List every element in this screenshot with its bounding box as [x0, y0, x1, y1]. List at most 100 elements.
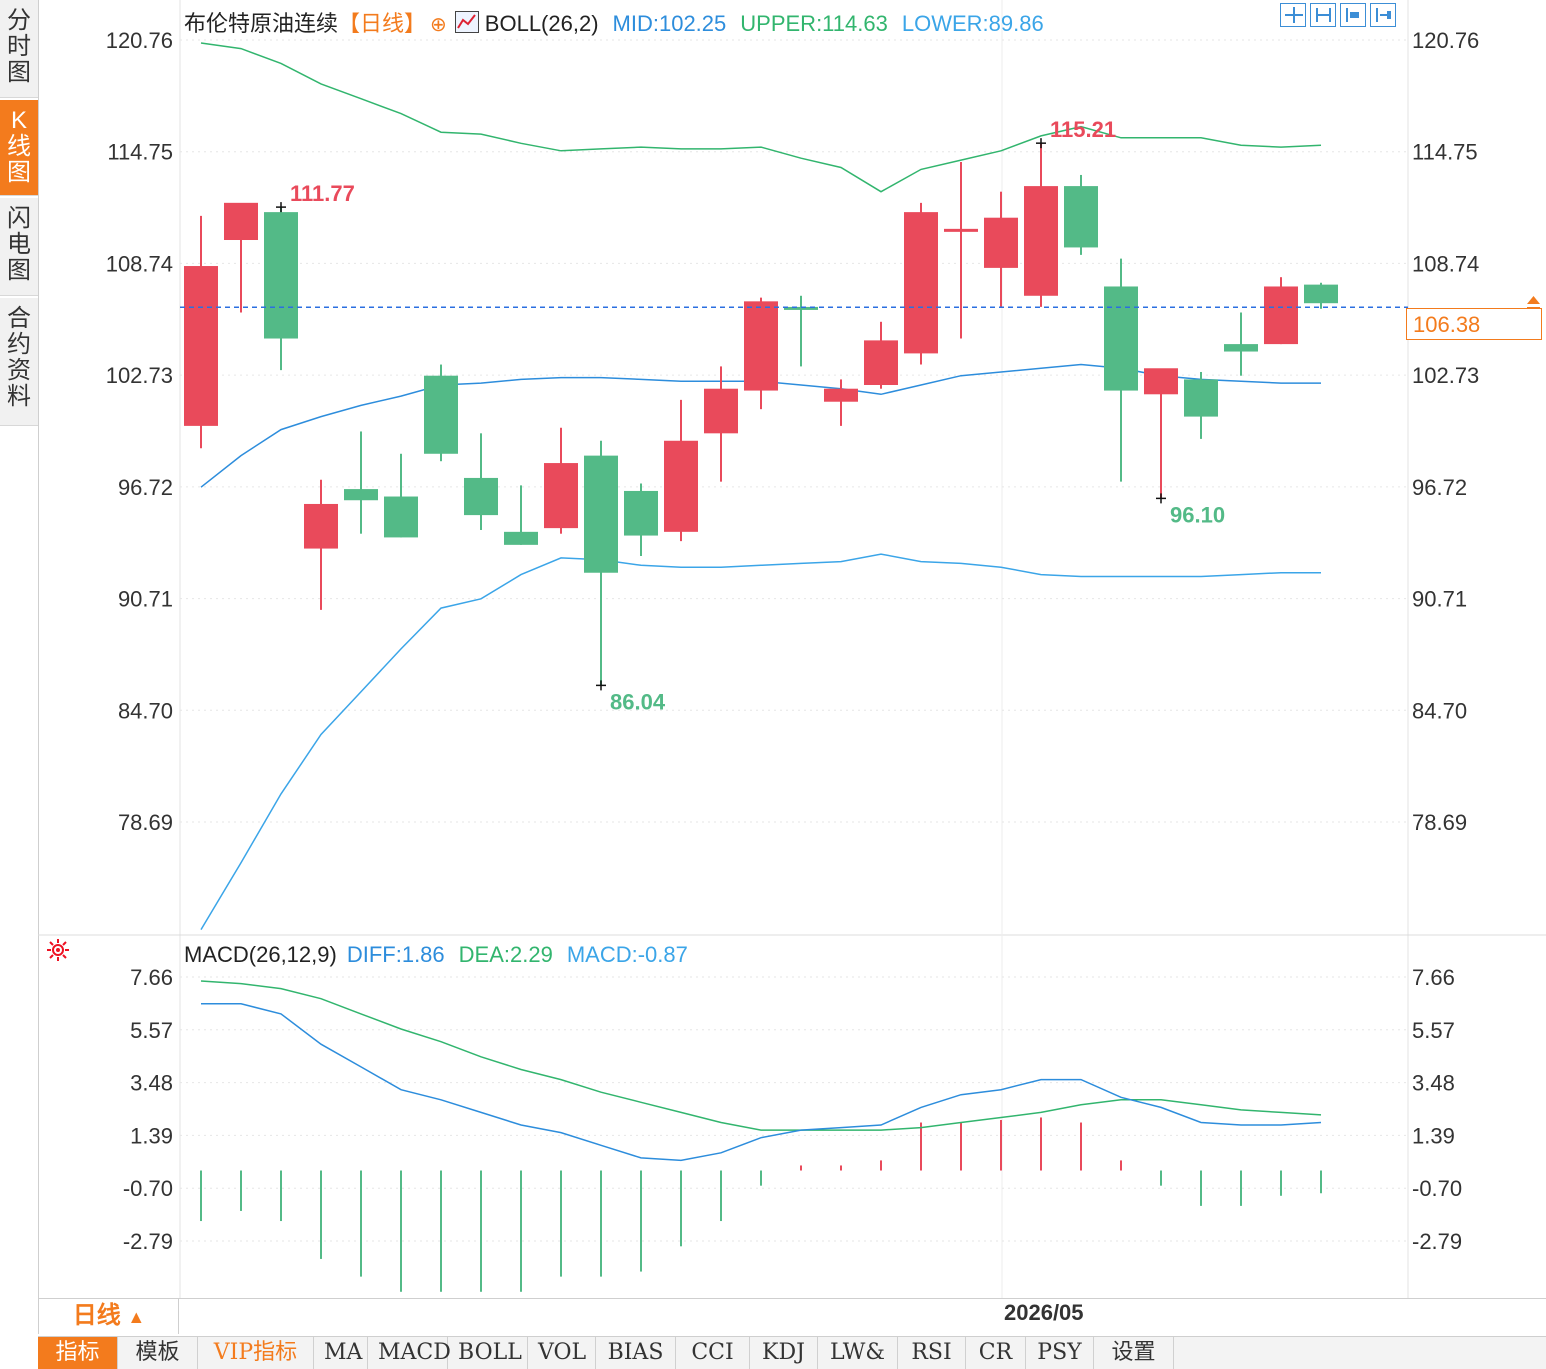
price-tick-right: 102.73: [1412, 363, 1479, 388]
price-tick-right: 84.70: [1412, 698, 1467, 723]
extreme-label: 96.10: [1170, 502, 1225, 527]
candle-body: [304, 503, 338, 549]
boll-upper-line: [200, 42, 1322, 193]
candle-body: [904, 212, 938, 354]
price-arrow-icon: [1527, 296, 1540, 304]
candle-body: [944, 228, 978, 232]
candle-body: [464, 477, 498, 516]
candle-body: [1024, 186, 1058, 296]
chart-icon[interactable]: [454, 11, 479, 33]
sidebar-tab-contract-info[interactable]: 合约资料: [0, 298, 38, 426]
toolbar-item-3[interactable]: MA: [314, 1337, 368, 1369]
macd-tick-left: -2.79: [123, 1229, 173, 1254]
toolbar-item-13[interactable]: PSY: [1026, 1337, 1094, 1369]
macd-tick-left: 3.48: [130, 1071, 173, 1096]
boll-upper: UPPER:114.63: [740, 11, 888, 36]
price-tick-right: 78.69: [1412, 810, 1467, 835]
boll-legend: 布伦特原油连续【日线】 ⊕ BOLL(26,2) MID:102.25 UPPER:11…: [184, 6, 1058, 38]
indicator-toolbar: 指标 模板 VIP指标 MA MACD BOLL VOL BIAS CCI KDJ LW& RSI CR…: [38, 1336, 1546, 1369]
toolbar-item-14[interactable]: 设置: [1094, 1337, 1174, 1369]
macd-value: MACD:-0.87: [566, 942, 688, 967]
triangle-up-icon: ▲: [127, 1307, 146, 1327]
toolbar-item-10[interactable]: LW&: [818, 1337, 898, 1369]
candle-body: [224, 202, 258, 241]
macd-tick-right: 7.66: [1412, 965, 1455, 990]
candle-body: [1144, 368, 1178, 395]
boll-mid: MID:102.25: [612, 11, 727, 36]
crosshair-icon[interactable]: [1280, 3, 1306, 27]
kline-chart[interactable]: 120.76 120.76 114.75 114.75 108.74 108.74 102.…: [0, 0, 1546, 1298]
toolbar-item-12[interactable]: CR: [966, 1337, 1026, 1369]
dea-line: [200, 980, 1322, 1131]
sun-icon[interactable]: [46, 938, 70, 962]
macd-tick-right: 3.48: [1412, 1071, 1455, 1096]
macd-tick-left: 5.57: [130, 1018, 173, 1043]
macd-tick-left: 7.66: [130, 965, 173, 990]
zoom-in-icon[interactable]: [1310, 3, 1336, 27]
chart-toolbar-icons: [1280, 3, 1396, 27]
sidebar-tab-kline[interactable]: K线图: [0, 100, 38, 196]
macd-tick-right: 1.39: [1412, 1123, 1455, 1148]
boll-name: BOLL(26,2): [484, 11, 599, 36]
period-selector[interactable]: 日线 ▲: [40, 1298, 179, 1334]
toolbar-item-0[interactable]: 指标: [38, 1337, 118, 1369]
toolbar-item-6[interactable]: VOL: [528, 1337, 596, 1369]
price-tick-left: 114.75: [107, 140, 173, 165]
macd-diff: DIFF:1.86: [346, 942, 445, 967]
price-tick-right: 96.72: [1412, 475, 1467, 500]
candle-body: [864, 340, 898, 385]
toolbar-item-8[interactable]: CCI: [676, 1337, 750, 1369]
macd-tick-right: -2.79: [1412, 1229, 1462, 1254]
candle-body: [1184, 379, 1218, 417]
toolbar-item-2[interactable]: VIP指标: [198, 1337, 314, 1369]
candle-body: [1104, 286, 1138, 391]
toolbar-item-7[interactable]: BIAS: [596, 1337, 676, 1369]
sidebar-tab-flash[interactable]: 闪电图: [0, 198, 38, 296]
candle-body: [264, 212, 298, 339]
time-axis-bar: [38, 1298, 1546, 1335]
price-tick-left: 96.72: [118, 475, 173, 500]
candle-body: [424, 375, 458, 454]
candle-body: [504, 531, 538, 545]
extreme-label: 86.04: [610, 689, 666, 714]
price-tick-left: 90.71: [118, 587, 173, 612]
toolbar-item-1[interactable]: 模板: [118, 1337, 198, 1369]
extreme-label: 111.77: [290, 181, 355, 206]
current-price-tag: 106.38: [1406, 308, 1542, 341]
toolbar-item-9[interactable]: KDJ: [750, 1337, 818, 1369]
candle-body: [744, 301, 778, 391]
toolbar-item-4[interactable]: MACD: [368, 1337, 451, 1369]
diff-line: [201, 1003, 1322, 1162]
macd-legend: MACD(26,12,9) DIFF:1.86 DEA:2.29 MACD:-0.87: [184, 942, 702, 968]
candle-body: [784, 306, 818, 310]
price-tick-right: 108.74: [1412, 251, 1479, 276]
toolbar-item-11[interactable]: RSI: [898, 1337, 966, 1369]
toolbar-item-5[interactable]: BOLL: [448, 1337, 528, 1369]
price-tick-left: 78.69: [118, 810, 173, 835]
candle-body: [544, 463, 578, 529]
macd-tick-left: 1.39: [130, 1123, 173, 1148]
candle-body: [624, 490, 658, 536]
move-right-icon[interactable]: [1370, 3, 1396, 27]
price-tick-right: 90.71: [1412, 587, 1467, 612]
candle-body: [1064, 186, 1098, 248]
macd-tick-right: 5.57: [1412, 1018, 1455, 1043]
price-tick-left: 84.70: [118, 698, 173, 723]
zoom-out-icon[interactable]: [1340, 3, 1366, 27]
macd-tick-left: -0.70: [123, 1176, 173, 1201]
price-tick-left: 120.76: [106, 28, 173, 53]
candle-body: [584, 455, 618, 573]
candle-body: [1304, 284, 1338, 304]
instrument-title: 布伦特原油连续: [184, 11, 339, 36]
candle-body: [664, 440, 698, 532]
candle-body: [704, 388, 738, 434]
candle-body: [184, 266, 218, 426]
extreme-label: 115.21: [1050, 117, 1116, 142]
circle-plus-icon[interactable]: ⊕: [430, 14, 447, 36]
macd-name: MACD(26,12,9): [184, 942, 337, 967]
sidebar-tab-timeshare[interactable]: 分时图: [0, 0, 38, 98]
sidebar: 分时图 K线图 闪电图 合约资料: [0, 0, 39, 1334]
candle-body: [984, 217, 1018, 268]
price-tick-left: 102.73: [106, 363, 173, 388]
boll-lower: LOWER:89.86: [901, 11, 1044, 36]
